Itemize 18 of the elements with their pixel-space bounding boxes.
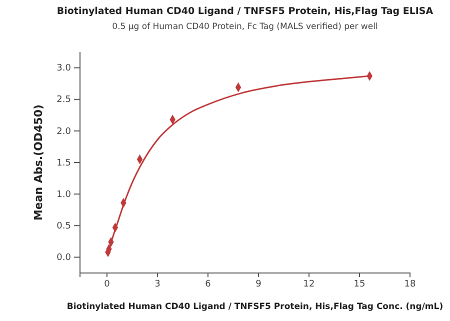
y-tick-label: 2.5: [56, 95, 71, 106]
x-tick-label: 15: [354, 279, 366, 290]
y-axis-title: Mean Abs.(OD450): [32, 104, 45, 221]
x-tick-label: 0: [104, 279, 110, 290]
chart-title: Biotinylated Human CD40 Ligand / TNFSF5 Protein, His,Flag Tag ELISA: [56, 6, 434, 17]
y-tick-label: 0.5: [56, 222, 71, 232]
y-tick-label: 2.0: [56, 126, 72, 137]
x-tick-label: 9: [256, 279, 262, 290]
x-tick-label: 3: [154, 279, 160, 290]
y-tick-label: 1.5: [56, 158, 71, 168]
y-tick-label: 0.0: [56, 253, 72, 264]
x-axis-title: Biotinylated Human CD40 Ligand / TNFSF5 Protein, His,Flag Tag Conc. (ng/mL): [66, 302, 444, 312]
x-tick-label: 18: [404, 279, 416, 290]
y-tick-label: 3.0: [56, 64, 72, 74]
chart-subtitle: 0.5 μg of Human CD40 Protein, Fc Tag (MALS verified) per well: [112, 22, 378, 32]
x-tick-label: 6: [205, 279, 212, 290]
x-tick-label: 12: [303, 279, 315, 290]
y-tick-label: 1.0: [56, 190, 72, 200]
